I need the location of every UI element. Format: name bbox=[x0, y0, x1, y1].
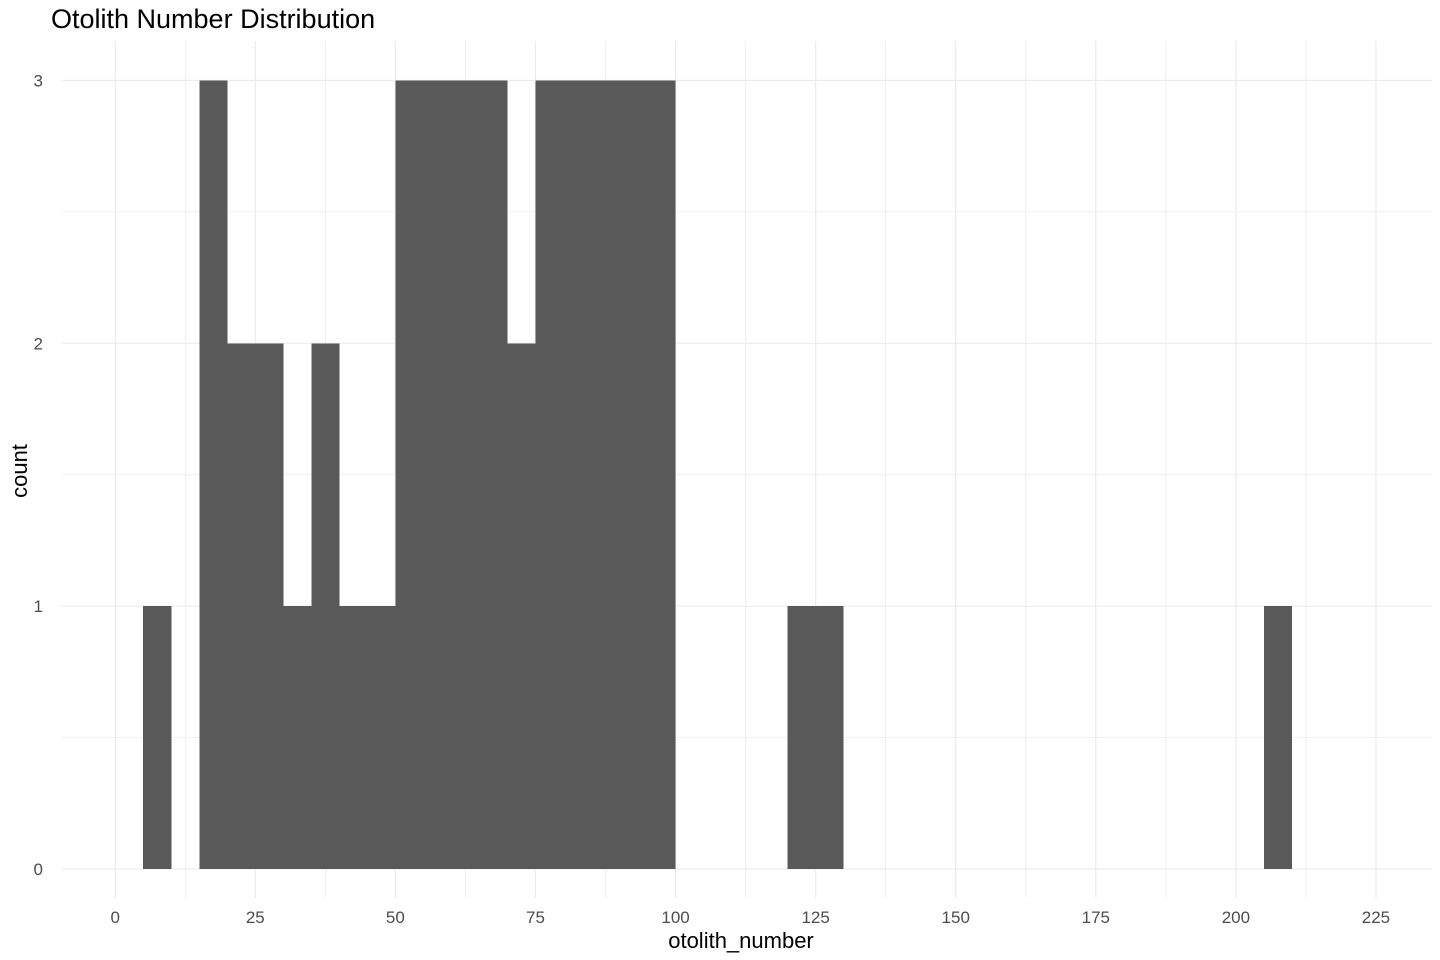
histogram-bar bbox=[311, 343, 340, 870]
y-tick-label: 1 bbox=[34, 597, 43, 616]
histogram-bar bbox=[367, 606, 396, 870]
histogram-bar bbox=[143, 606, 172, 870]
histogram-bar bbox=[339, 606, 368, 870]
histogram-bar bbox=[227, 343, 256, 870]
x-tick-label: 200 bbox=[1222, 908, 1250, 927]
x-tick-label: 50 bbox=[386, 908, 405, 927]
y-tick-label: 3 bbox=[34, 71, 43, 90]
histogram-bar bbox=[479, 80, 508, 870]
chart-title: Otolith Number Distribution bbox=[51, 4, 376, 34]
x-tick-label: 225 bbox=[1362, 908, 1390, 927]
histogram-bar bbox=[507, 343, 536, 870]
histogram-bar bbox=[591, 80, 620, 870]
histogram-bar bbox=[787, 606, 816, 870]
histogram-bar bbox=[815, 606, 844, 870]
histogram-bar bbox=[451, 80, 480, 870]
histogram-bar bbox=[619, 80, 648, 870]
x-tick-label: 150 bbox=[942, 908, 970, 927]
histogram-bar bbox=[199, 80, 228, 870]
x-tick-label: 75 bbox=[526, 908, 545, 927]
histogram-bar bbox=[395, 80, 424, 870]
x-axis-ticks: 0 25 50 75 100 125 150 175 200 225 bbox=[110, 908, 1390, 927]
y-tick-label: 2 bbox=[34, 334, 43, 353]
histogram-bar bbox=[1263, 606, 1292, 870]
histogram-bar bbox=[647, 80, 676, 870]
histogram-bars bbox=[143, 80, 1292, 870]
x-tick-label: 25 bbox=[246, 908, 265, 927]
histogram-bar bbox=[563, 80, 592, 870]
y-axis-ticks: 0 1 2 3 bbox=[34, 71, 43, 879]
histogram-bar bbox=[423, 80, 452, 870]
y-axis-title: count bbox=[7, 444, 32, 498]
histogram-bar bbox=[535, 80, 564, 870]
x-tick-label: 0 bbox=[110, 908, 119, 927]
y-tick-label: 0 bbox=[34, 860, 43, 879]
x-axis-title: otolith_number bbox=[668, 928, 814, 953]
x-tick-label: 175 bbox=[1082, 908, 1110, 927]
x-tick-label: 100 bbox=[661, 908, 689, 927]
histogram-bar bbox=[283, 606, 312, 870]
histogram-bar bbox=[255, 343, 284, 870]
x-tick-label: 125 bbox=[801, 908, 829, 927]
